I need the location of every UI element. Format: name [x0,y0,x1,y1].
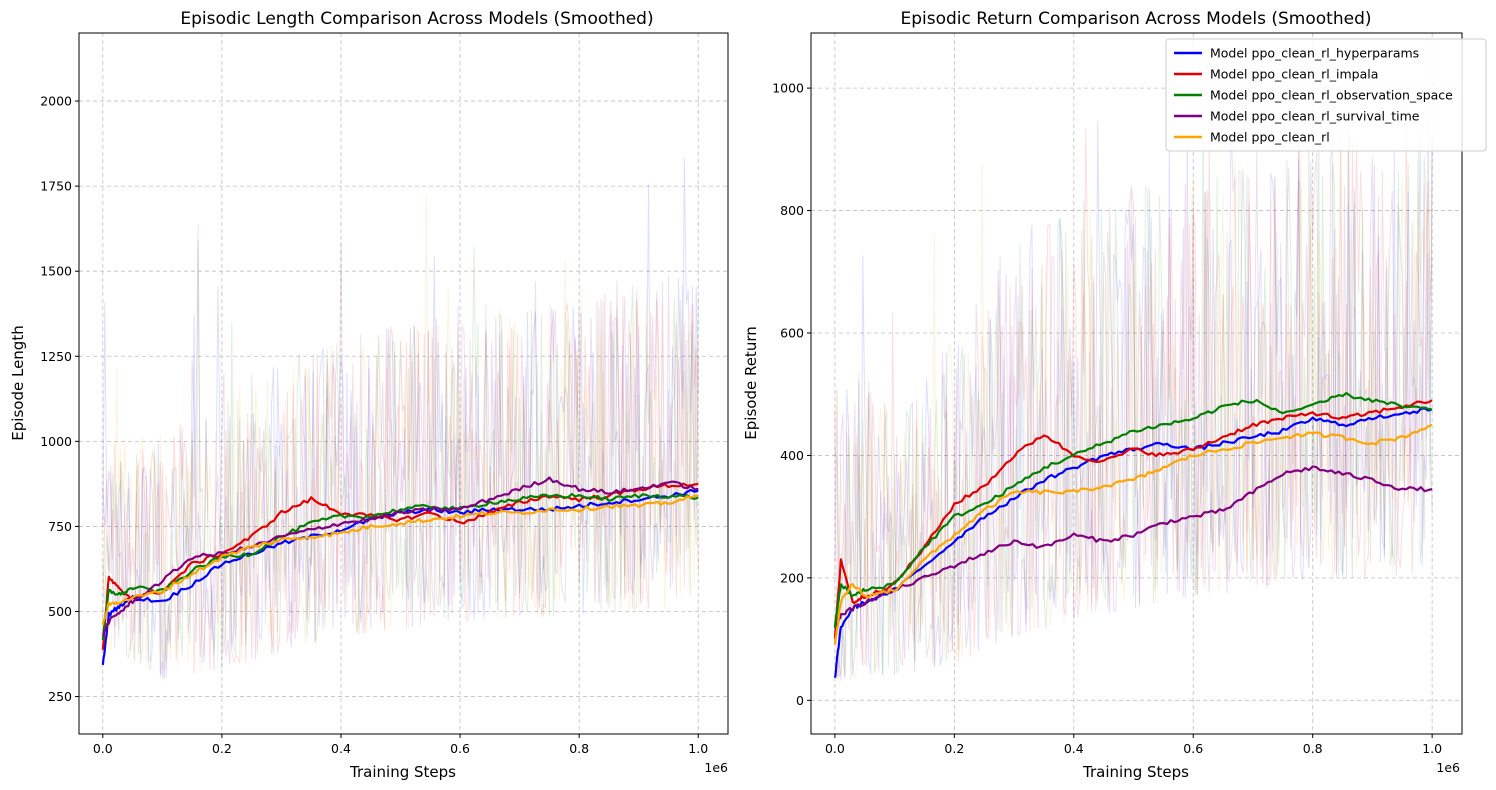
x-tick-label: 0.4 [1064,741,1084,756]
series-line-hyperparams [833,407,1433,678]
y-tick-label: 500 [48,604,72,619]
left-chart-title: Episodic Length Comparison Across Models… [180,9,653,29]
series-line-ppo_clean_rl [101,494,699,626]
legend-entry-label: Model ppo_clean_rl_hyperparams [1210,46,1419,61]
x-tick-label: 0.2 [944,741,964,756]
x-tick-label: 0.0 [93,741,113,756]
raw-series-hyperparams [834,120,1433,679]
right-plot-frame [810,32,1463,735]
legend-entry-label: Model ppo_clean_rl_observation_space [1210,88,1453,103]
y-tick-label: 2000 [40,94,72,109]
y-tick-label: 1000 [40,434,72,449]
x-tick-label: 0.8 [1303,741,1323,756]
left-x-offset-label: 1e6 [704,760,728,775]
y-tick-label: 600 [780,325,804,340]
right-y-axis-label: Episode Return [742,326,760,439]
right-chart-title: Episodic Return Comparison Across Models… [900,9,1371,29]
raw-series-observation_space [102,224,699,679]
y-tick-label: 200 [780,570,804,585]
x-tick-label: 0.6 [450,741,470,756]
series-line-ppo_clean_rl [833,423,1433,645]
x-tick-label: 0.4 [331,741,351,756]
legend-entry-label: Model ppo_clean_rl_impala [1210,67,1378,82]
x-tick-label: 0.0 [825,741,845,756]
y-tick-label: 1500 [40,264,72,279]
raw-series-survival_time [102,239,699,678]
x-tick-label: 1.0 [1422,741,1442,756]
legend-box [1165,38,1487,152]
series-line-impala [833,399,1433,640]
y-tick-label: 1250 [40,349,72,364]
left-plot-frame [78,32,729,735]
x-tick-label: 0.8 [569,741,589,756]
right-x-offset-label: 1e6 [1436,760,1460,775]
right-panel-episode-return: Episodic Return Comparison Across Models… [742,9,1487,781]
left-panel-episode-length: Episodic Length Comparison Across Models… [9,9,729,781]
y-tick-label: 400 [780,448,804,463]
series-line-observation_space [833,391,1433,629]
series-line-survival_time [101,476,699,637]
legend-entry-label: Model ppo_clean_rl_survival_time [1210,109,1420,124]
right-x-axis-label: Training Steps [1082,763,1189,781]
y-tick-label: 1000 [772,81,804,96]
x-tick-label: 0.6 [1183,741,1203,756]
y-tick-label: 0 [796,693,804,708]
left-y-axis-label: Episode Length [9,325,27,440]
y-tick-label: 250 [48,689,72,704]
left-x-axis-label: Training Steps [349,763,456,781]
legend: Model ppo_clean_rl_hyperparams Model ppo_… [1165,38,1487,152]
y-tick-label: 1750 [40,179,72,194]
legend-entry-label: Model ppo_clean_rl [1210,130,1330,145]
raw-series-hyperparams [102,156,699,679]
y-tick-label: 750 [48,519,72,534]
raw-series-impala [102,295,699,675]
x-tick-label: 0.2 [212,741,232,756]
raw-series-ppo_clean_rl [834,109,1433,681]
y-tick-label: 800 [780,203,804,218]
raw-series-impala [834,93,1433,681]
raw-series-observation_space [834,97,1433,680]
x-tick-label: 1.0 [688,741,708,756]
